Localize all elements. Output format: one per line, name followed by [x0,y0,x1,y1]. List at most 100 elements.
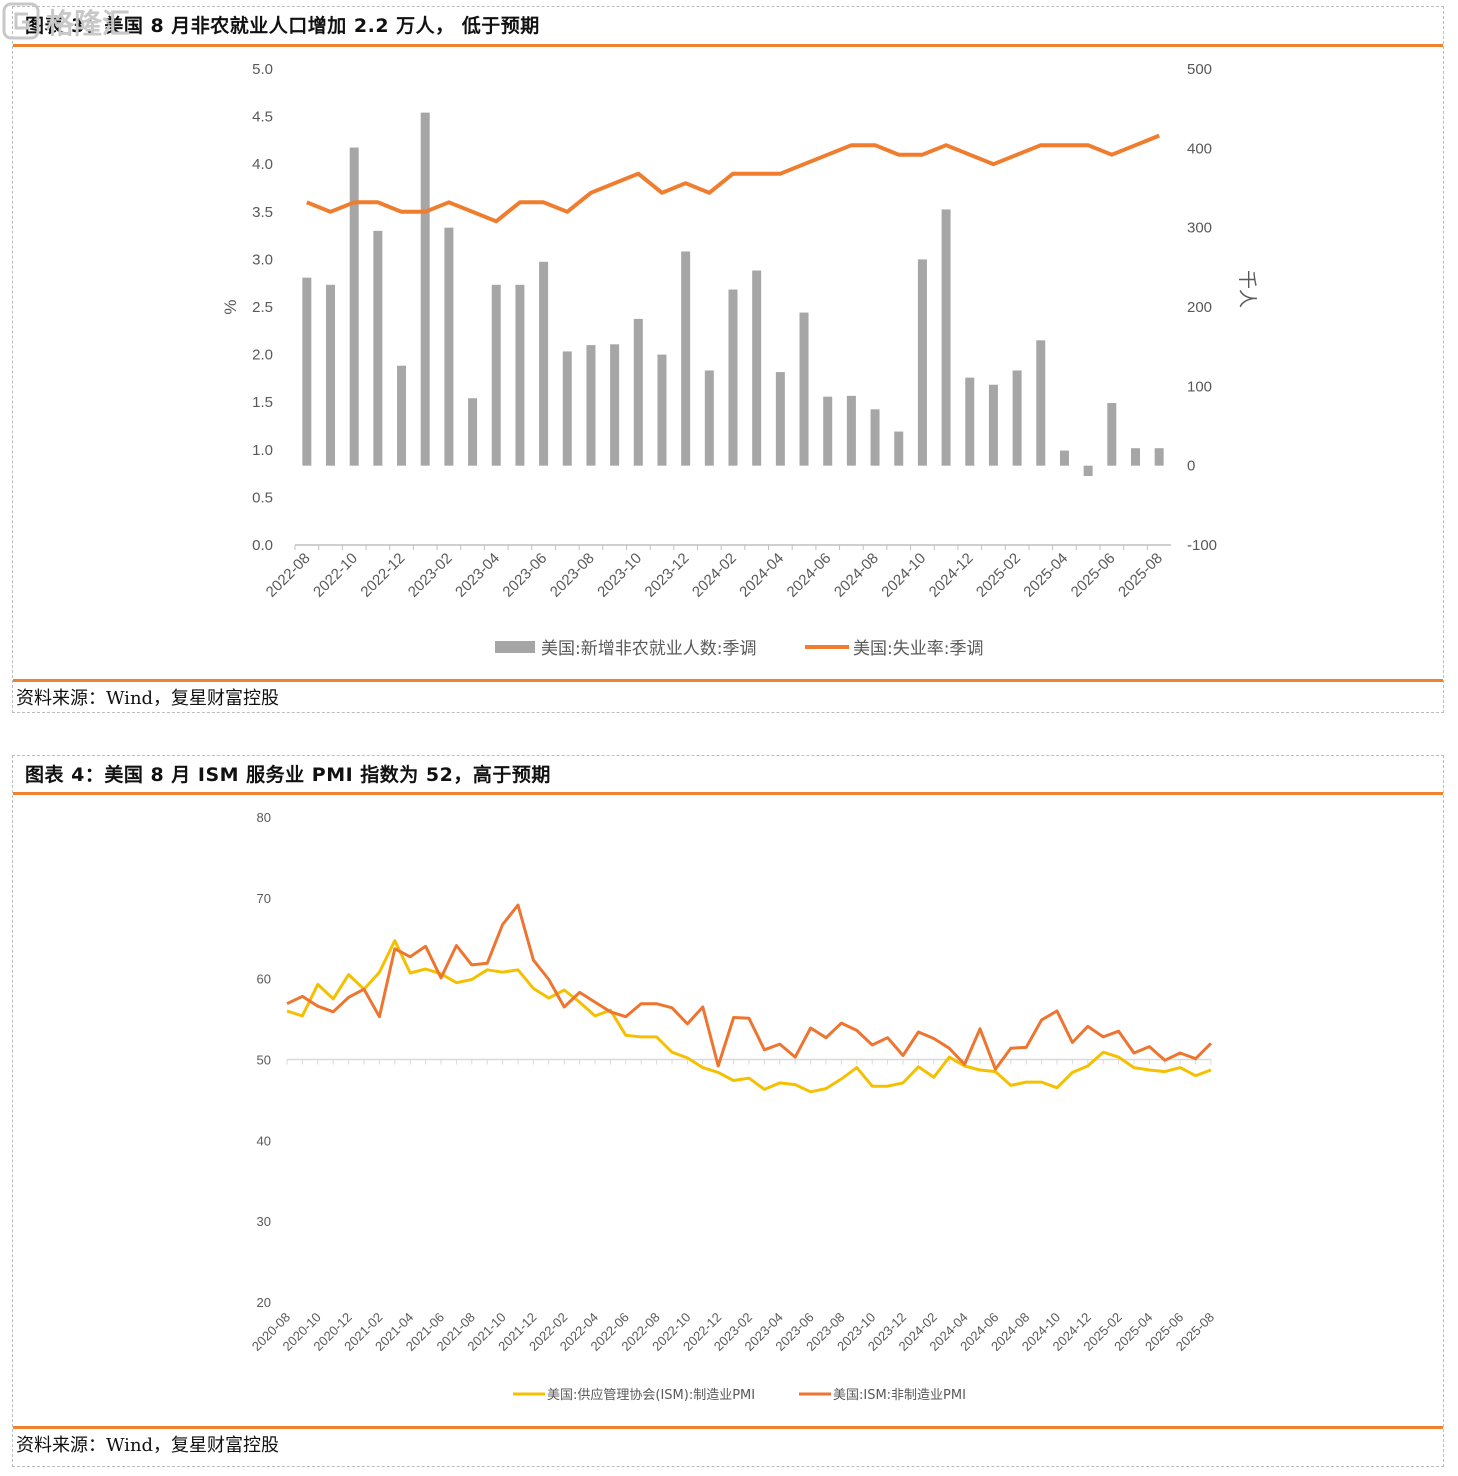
right-axis-tick: 500 [1187,61,1212,78]
payroll-bar [917,259,927,466]
payroll-bar [752,270,762,466]
payroll-bar [468,398,478,466]
x-tick-label: 2025-02 [973,550,1024,601]
x-tick-label: 2024-06 [784,550,835,601]
payroll-bar [1130,448,1140,466]
legend-label-unemployment: 美国:失业率:季调 [853,639,983,659]
payroll-bar [1036,340,1046,466]
y-axis-tick: 20 [257,1295,271,1310]
x-tick-label: 2022-08 [263,550,314,601]
y-axis-tick: 40 [257,1133,271,1148]
left-axis-tick: 2.5 [252,299,273,316]
gelonghui-watermark-icon: 格隆汇 [2,2,130,40]
right-axis-tick: 300 [1187,220,1212,237]
right-axis-tick: -100 [1187,537,1217,554]
payroll-bar [681,251,691,466]
x-tick-label: 2024-04 [736,550,787,601]
payroll-bar [965,377,975,466]
payroll-bar [515,284,525,466]
payroll-bar [870,409,880,466]
payroll-bar [1154,448,1164,466]
x-tick-label: 2023-08 [547,550,598,601]
payroll-bar [349,147,359,466]
payroll-bar [799,312,809,466]
title-rule [13,44,1443,47]
right-axis-tick: 100 [1187,378,1212,395]
payroll-bar [491,284,501,466]
payroll-bar [846,395,856,466]
payroll-bar [728,289,738,466]
x-tick-label: 2023-02 [405,550,456,601]
x-tick-label: 2022-10 [310,550,361,601]
legend-label-payroll: 美国:新增非农就业人数:季调 [541,639,756,659]
left-axis-tick: 0.5 [252,489,273,506]
watermark-text: 格隆汇 [46,7,130,40]
left-axis-tick: 5.0 [252,61,273,78]
x-tick-label: 2024-12 [926,550,977,601]
unemployment-line [306,133,1160,224]
y-axis-tick: 80 [257,810,271,825]
x-tick-label: 2022-12 [357,550,408,601]
title-rule [13,792,1443,795]
x-tick-label: 2023-06 [499,550,550,601]
payroll-bar [775,372,785,466]
payroll-bar [1107,402,1117,466]
payroll-bar [562,351,572,466]
figure-3-panel: 图表 3：美国 8 月非农就业人口增加 2.2 万人， 低于预期 0.0 0.5 1… [12,6,1444,713]
legend-label-manufacturing: 美国:供应管理协会(ISM):制造业PMI [547,1387,755,1403]
right-axis-tick: 400 [1187,140,1212,157]
right-axis-tick: 200 [1187,299,1212,316]
right-axis-label: 千人 [1236,270,1258,308]
y-axis-tick: 70 [257,891,271,906]
left-axis-tick: 1.5 [252,394,273,411]
left-axis-tick: 4.5 [252,109,273,126]
y-axis-tick: 50 [257,1053,271,1068]
x-tick-label: 2024-02 [689,550,740,601]
payroll-bar [941,209,951,466]
payroll-bar [1083,465,1093,476]
x-tick-label: 2025-06 [1068,550,1119,601]
payroll-bar [894,431,904,466]
left-axis-tick: 3.0 [252,251,273,268]
payroll-bar [397,365,407,466]
unemployment-payroll-chart: 0.0 0.5 1.0 1.5 2.0 2.5 3.0 3.5 4.0 4.5 5.0 -100 0 10… [221,61,1258,659]
payroll-bar [420,112,430,466]
x-tick-label: 2025-04 [1020,550,1071,601]
payroll-bar [1012,370,1022,466]
payroll-bar [1059,450,1069,466]
left-axis-tick: 3.5 [252,204,273,221]
ism-pmi-chart: 203040506070802020-082020-102020-122021-… [249,810,1217,1403]
left-axis-tick: 4.0 [252,156,273,173]
legend-swatch-payroll [495,641,535,653]
payroll-bar [823,396,833,466]
x-tick-label: 2024-10 [878,550,929,601]
source-rule [13,679,1443,682]
figure-4-source: 资料来源：Wind，复星财富控股 [16,1435,280,1456]
payroll-bar [610,344,620,466]
payroll-bar [444,227,454,466]
figure-4-title: 图表 4：美国 8 月 ISM 服务业 PMI 指数为 52，高于预期 [25,764,551,786]
payroll-bar [586,345,596,466]
y-axis-tick: 60 [257,972,271,987]
figure-3-source: 资料来源：Wind，复星财富控股 [16,688,280,709]
left-axis-tick: 2.0 [252,347,273,364]
non-manufacturing-pmi-line [286,903,1213,1071]
x-tick-label: 2023-10 [594,550,645,601]
x-tick-label: 2024-08 [831,550,882,601]
payroll-bar [373,230,383,466]
payroll-bar [657,354,667,466]
figure-4-panel: 图表 4：美国 8 月 ISM 服务业 PMI 指数为 52，高于预期 20 30… [12,755,1444,1467]
x-tick-label: 2023-04 [452,550,503,601]
manufacturing-pmi-line [286,939,1212,1094]
x-tick-label: 2023-12 [642,550,693,601]
payroll-bar [704,370,714,466]
x-tick-label: 2025-08 [1115,550,1166,601]
left-axis-label: % [221,299,240,314]
payroll-bar [633,318,643,466]
left-axis-tick: 0.0 [252,537,273,554]
source-rule [13,1426,1443,1429]
right-axis-tick: 0 [1187,458,1195,475]
left-axis-tick: 1.0 [252,442,273,459]
payroll-bar [988,384,998,466]
payroll-bar [326,284,336,466]
